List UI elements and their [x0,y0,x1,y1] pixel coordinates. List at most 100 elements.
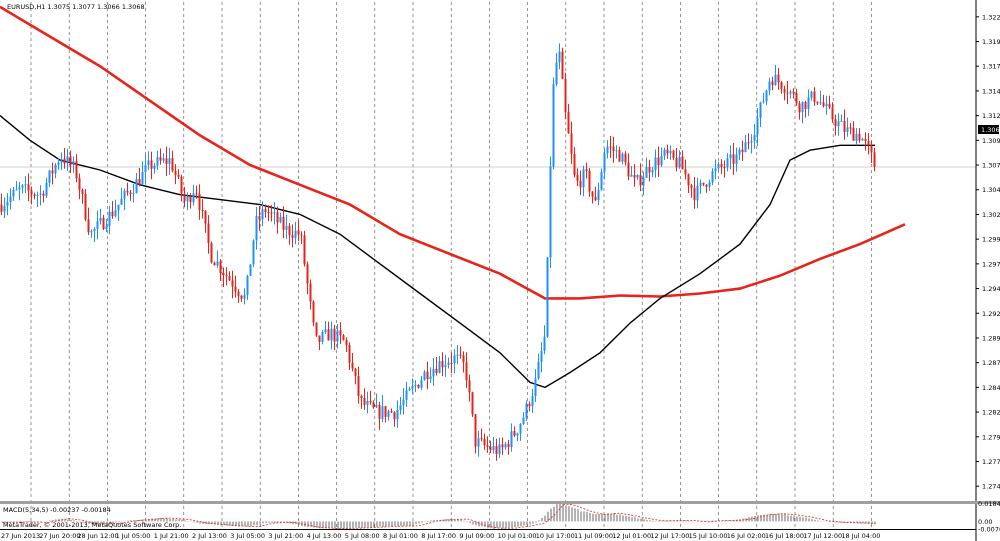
price-tick-label: 1.2870 [982,359,1000,367]
candle-body [180,176,183,194]
candle-body [327,329,330,341]
candle-body [48,170,51,183]
candle-body [57,162,60,165]
grid [0,2,976,529]
candle-body [54,164,57,174]
candle-body [450,362,453,364]
candle-body [558,51,561,63]
candle-body [285,225,288,230]
candle-body [96,221,99,229]
candle-body [702,182,705,185]
candle-body [81,189,84,194]
candle-body [405,390,408,400]
candle-body [819,102,822,104]
candle-body [228,276,231,281]
candle-body [12,189,15,197]
candle-body [183,193,186,202]
candle-body [504,443,507,448]
candle-body [684,169,687,175]
candle-body [225,275,228,277]
time-tick-label: 16 Jul 18:00 [765,532,804,540]
candle-body [549,166,552,258]
candle-body [795,93,798,104]
candle-body [345,340,348,346]
macd-signal-line [2,503,876,530]
candle-body [456,354,459,356]
candle-body [264,209,267,212]
candle-body [426,371,429,380]
candle-body [651,170,654,173]
candle-body [360,395,363,399]
candle-body [747,142,750,144]
candle-body [636,174,639,178]
price-tick-label: 1.3145 [982,87,1000,95]
candle-body [288,225,291,236]
candle-body [408,388,411,391]
price-tick-label: 1.3020 [982,211,1000,219]
candle-body [597,189,600,201]
candle-body [555,62,558,85]
candle-body [435,368,438,374]
candle-body [645,167,648,178]
candle-body [594,196,597,201]
candle-body [672,150,675,158]
candle-body [738,149,741,155]
candle-body [657,157,660,166]
candle-body [666,149,669,154]
time-tick-label: 12 Jul 01:00 [612,532,651,540]
candle-body [663,149,666,156]
candle-body [834,119,837,127]
candle-body [735,154,738,164]
candle-body [78,178,81,190]
candle-body [639,174,642,186]
candle-body [630,174,633,177]
candle-body [69,156,72,165]
candle-body [744,142,747,153]
candle-body [606,146,609,154]
candle-body [546,257,549,337]
time-tick-label: 1 Jul 21:00 [154,532,189,540]
candle-body [612,146,615,152]
candle-body [141,171,144,185]
candle-body [420,380,423,388]
candle-body [843,120,846,132]
candle-body [369,401,372,403]
candle-body [129,192,132,195]
candle-body [525,403,528,418]
candle-body [726,158,729,168]
time-tick-label: 18 Jul 04:00 [841,532,880,540]
candle-body [633,174,636,178]
time-tick-label: 8 Jul 17:00 [421,532,456,540]
candle-body [498,444,501,455]
candle-body [27,184,30,191]
candle-body [822,102,825,107]
candle-body [441,361,444,368]
time-tick-label: 10 Jul 17:00 [536,532,575,540]
candle-body [846,127,849,132]
price-tick-label: 1.2770 [982,458,1000,466]
candle-body [564,78,567,112]
candle-body [516,433,519,436]
candle-body [513,431,516,436]
candle-body [501,444,504,448]
candle-body [51,170,54,174]
candle-body [585,169,588,171]
candle-body [207,223,210,244]
candle-body [315,322,318,336]
candle-body [15,189,18,191]
candle-body [117,204,120,211]
candle-body [189,196,192,203]
candle-body [429,376,432,380]
price-tick-label: 1.2745 [982,483,1000,491]
candle-body [468,380,471,393]
candle-body [717,163,720,169]
candle-body [681,156,684,170]
candle-body [231,280,234,287]
candle-body [270,212,273,214]
candle-body [297,230,300,235]
candle-body [111,211,114,217]
candle-body [603,153,606,172]
price-tick-label: 1.2945 [982,285,1000,293]
candle-body [693,187,696,201]
candle-body [249,264,252,276]
